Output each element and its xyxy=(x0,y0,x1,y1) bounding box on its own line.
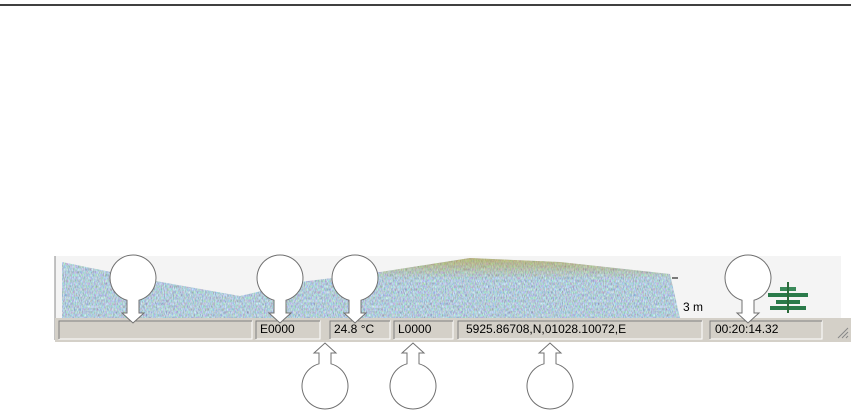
log-field: L0000 xyxy=(398,322,432,336)
boat-icon xyxy=(768,282,808,313)
callout xyxy=(109,254,157,324)
status-field-shade xyxy=(393,320,453,339)
status-field-shade xyxy=(457,320,702,339)
callout xyxy=(331,254,379,324)
status-field-shade xyxy=(709,320,822,339)
callout xyxy=(724,254,772,324)
temperature-field: 24.8 °C xyxy=(334,322,374,336)
status-field xyxy=(58,320,253,340)
callout xyxy=(256,254,304,324)
status-field-shade xyxy=(255,320,320,339)
callout xyxy=(526,342,574,410)
position-field: 5925.86708,N,01028.10072,E xyxy=(466,322,626,336)
echo-field: E0000 xyxy=(260,322,295,336)
sonar-echo-strong xyxy=(380,258,670,300)
status-field-shade xyxy=(329,320,390,339)
callout xyxy=(389,342,437,410)
resize-grip xyxy=(837,327,849,339)
callout xyxy=(301,342,349,410)
time-field: 00:20:14.32 xyxy=(715,322,779,336)
depth-scale: 3 m xyxy=(683,300,703,314)
status-field-shade xyxy=(58,320,252,339)
